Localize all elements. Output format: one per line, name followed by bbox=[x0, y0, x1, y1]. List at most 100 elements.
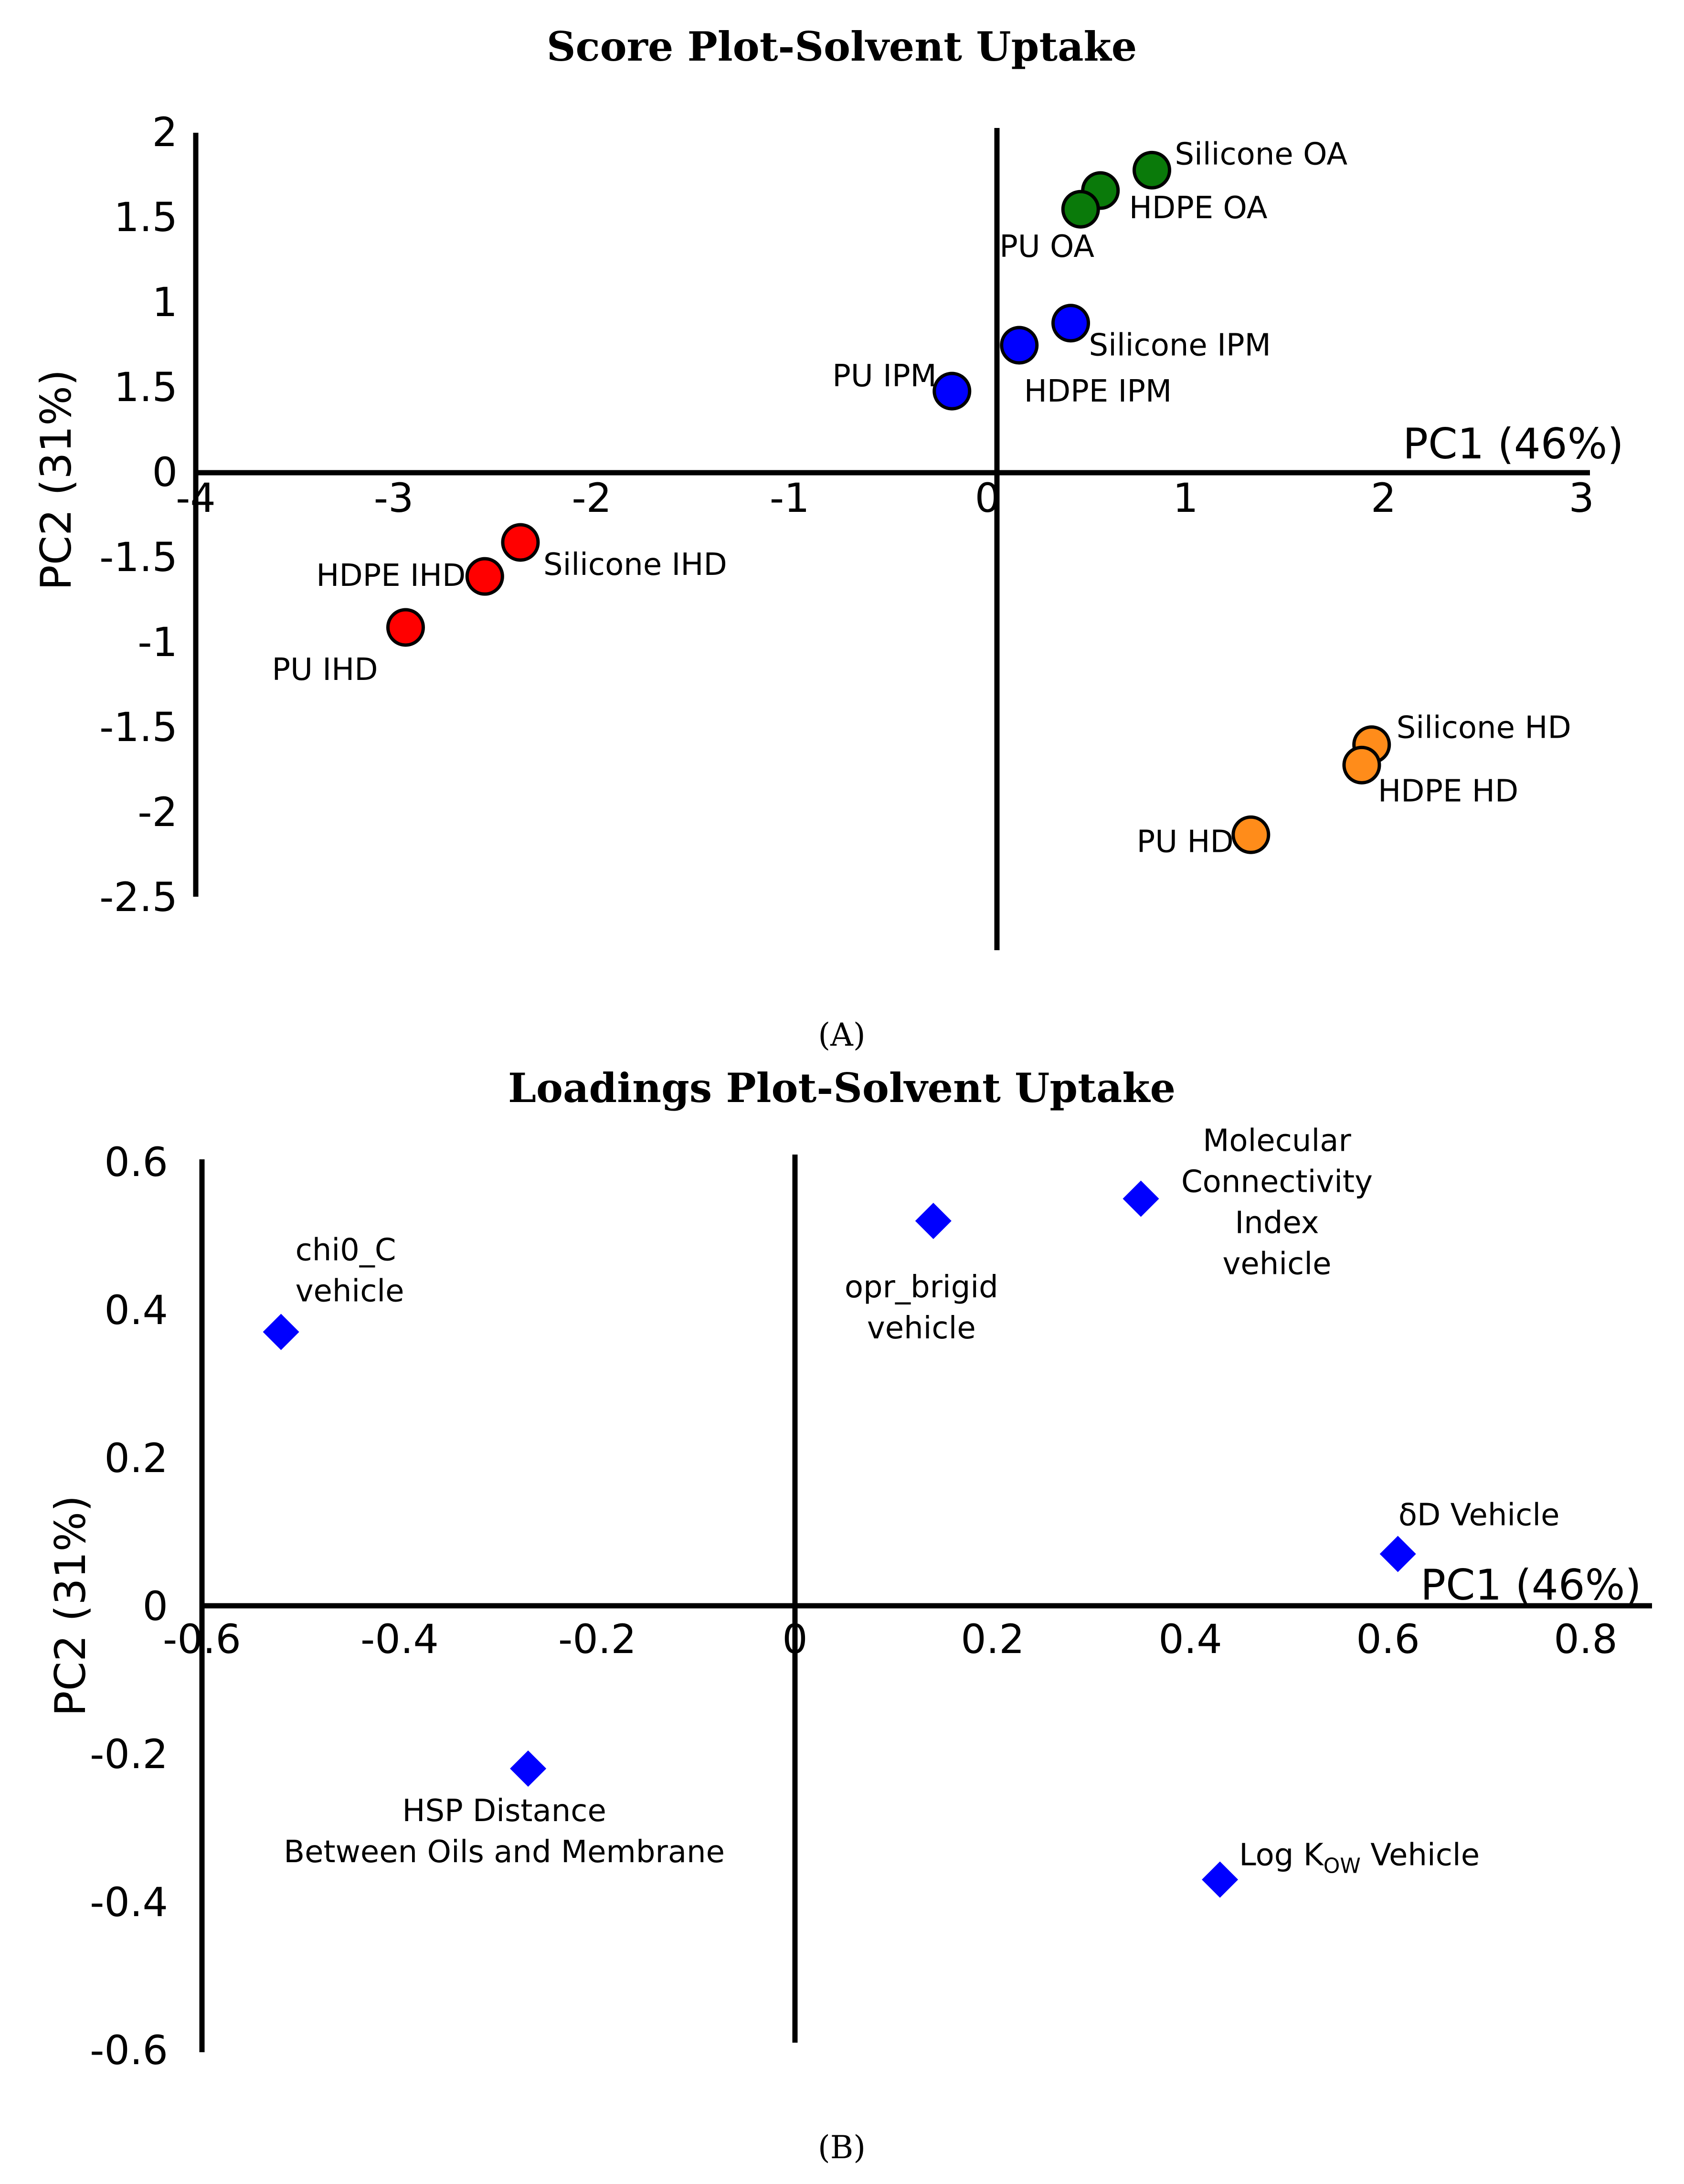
score-plot-title: Score Plot-Solvent Uptake bbox=[547, 23, 1137, 70]
loading-chi0-c-vehicle bbox=[263, 1314, 299, 1350]
loadings-y-axis-label: PC2 (31%) bbox=[46, 1495, 95, 1717]
loadings-y-tick-3: 0 bbox=[143, 1583, 168, 1630]
score-x-axis-label: PC1 (46%) bbox=[1403, 419, 1624, 468]
loadings-x-tick-1: -0.4 bbox=[360, 1616, 439, 1663]
loadings-x-tick-6: 0.6 bbox=[1356, 1616, 1420, 1663]
loading-label-log-k-ow-vehicle: Log KOW Vehicle bbox=[1239, 1838, 1480, 1878]
label-silicone-ipm: Silicone IPM bbox=[1089, 328, 1271, 363]
score-y-ticks: 2 1.5 1 1.5 0 -1.5 -1 -1.5 -2 -2.5 bbox=[99, 109, 178, 921]
loadings-y-ticks: 0.6 0.4 0.2 0 -0.2 -0.4 -0.6 bbox=[90, 1139, 168, 2074]
loading-opr-brigid-vehicle bbox=[915, 1203, 952, 1239]
loading-label-molecular-connectivity-index-vehicle: Molecular Connectivity Index vehicle bbox=[1181, 1124, 1373, 1282]
loading-label-line-3: vehicle bbox=[1223, 1247, 1332, 1282]
loadings-y-tick-4: -0.2 bbox=[90, 1731, 168, 1778]
score-x-tick-3: -1 bbox=[770, 475, 810, 521]
loading-label-line-0: δD Vehicle bbox=[1398, 1498, 1560, 1533]
loadings-y-tick-1: 0.4 bbox=[104, 1287, 168, 1334]
loadings-x-tick-5: 0.4 bbox=[1158, 1616, 1222, 1663]
score-x-tick-6: 2 bbox=[1371, 475, 1396, 521]
score-points bbox=[386, 150, 1391, 854]
loading-label-line-0: HSP Distance bbox=[402, 1793, 606, 1829]
loading-label-line-1: Connectivity bbox=[1181, 1165, 1373, 1200]
loading-label-line-1: vehicle bbox=[296, 1274, 404, 1309]
label-silicone-ihd: Silicone IHD bbox=[543, 547, 727, 583]
panel-b-caption: (B) bbox=[818, 2129, 866, 2166]
score-y-tick-4: 0 bbox=[152, 449, 178, 496]
loadings-x-tick-3: 0 bbox=[782, 1616, 807, 1663]
loadings-x-tick-7: 0.8 bbox=[1554, 1616, 1618, 1663]
loadings-points bbox=[263, 1180, 1416, 1898]
point-hdpe-hd bbox=[1342, 745, 1381, 785]
score-y-tick-8: -2 bbox=[138, 789, 178, 836]
panel-a-letter: A bbox=[830, 1017, 854, 1053]
point-pu-ihd bbox=[386, 608, 425, 647]
loadings-y-tick-5: -0.4 bbox=[90, 1879, 168, 1926]
label-pu-hd: PU HD bbox=[1137, 824, 1234, 859]
loading-label-line-1: Between Oils and Membrane bbox=[284, 1834, 725, 1870]
loading-label-line-0: chi0_C bbox=[296, 1233, 396, 1268]
score-y-tick-3: 1.5 bbox=[114, 364, 178, 411]
loadings-plot: Loadings Plot-Solvent Uptake -0.6 -0.4 -0.… bbox=[46, 1064, 1652, 2074]
label-hdpe-ihd: HDPE IHD bbox=[316, 558, 466, 594]
loadings-y-tick-2: 0.2 bbox=[104, 1435, 168, 1482]
loadings-x-axis-label: PC1 (46%) bbox=[1420, 1560, 1642, 1610]
loading-hsp-distance-between-oils-and-membrane bbox=[510, 1750, 547, 1787]
score-y-tick-1: 1.5 bbox=[114, 194, 178, 241]
point-silicone-ipm bbox=[1051, 304, 1091, 343]
score-x-tick-7: 3 bbox=[1568, 475, 1594, 521]
label-silicone-hd: Silicone HD bbox=[1397, 710, 1571, 746]
score-y-tick-6: -1 bbox=[138, 619, 178, 666]
loading-label-d-vehicle: δD Vehicle bbox=[1398, 1498, 1560, 1533]
score-x-tick-2: -2 bbox=[572, 475, 612, 521]
score-y-tick-9: -2.5 bbox=[99, 874, 178, 921]
loadings-x-ticks: -0.6 -0.4 -0.2 0 0.2 0.4 0.6 0.8 bbox=[163, 1616, 1618, 1663]
panel-a-caption: (A) bbox=[818, 1017, 865, 1053]
score-y-tick-5: -1.5 bbox=[99, 534, 178, 581]
loading-d-vehicle bbox=[1379, 1536, 1416, 1572]
score-point-labels: Silicone OA HDPE OA PU OA Silicone IPM HDPE … bbox=[272, 137, 1571, 859]
loading-label-part-0: Log K bbox=[1239, 1838, 1324, 1873]
score-y-tick-7: -1.5 bbox=[99, 704, 178, 751]
point-silicone-ihd bbox=[501, 523, 540, 562]
point-pu-oa bbox=[1061, 190, 1100, 229]
loadings-x-tick-4: 0.2 bbox=[961, 1616, 1025, 1663]
score-x-tick-4: 0 bbox=[975, 475, 1000, 521]
label-pu-ihd: PU IHD bbox=[272, 652, 378, 688]
loadings-x-tick-0: -0.6 bbox=[163, 1616, 241, 1663]
loading-label-line-2: Index bbox=[1235, 1206, 1319, 1241]
loading-label-hsp-distance-between-oils-and-membrane: HSP Distance Between Oils and Membrane bbox=[284, 1793, 725, 1870]
score-x-tick-5: 1 bbox=[1173, 475, 1198, 521]
point-silicone-oa bbox=[1133, 150, 1172, 190]
loadings-plot-title: Loadings Plot-Solvent Uptake bbox=[508, 1064, 1176, 1112]
loading-label-line-1: vehicle bbox=[867, 1311, 976, 1346]
point-pu-ipm bbox=[932, 371, 972, 411]
loading-label-line-0: opr_brigid bbox=[845, 1270, 998, 1305]
label-hdpe-oa: HDPE OA bbox=[1129, 191, 1268, 226]
label-hdpe-ipm: HDPE IPM bbox=[1024, 374, 1172, 409]
label-pu-oa: PU OA bbox=[999, 229, 1094, 265]
loading-label-part-2: Vehicle bbox=[1361, 1838, 1480, 1873]
score-y-tick-0: 2 bbox=[152, 109, 178, 156]
point-pu-hd bbox=[1231, 815, 1271, 854]
score-y-tick-2: 1 bbox=[152, 279, 178, 326]
loading-label-subscript: OW bbox=[1324, 1854, 1361, 1878]
label-hdpe-hd: HDPE HD bbox=[1378, 774, 1518, 809]
loading-molecular-connectivity-index-vehicle bbox=[1123, 1180, 1159, 1217]
point-hdpe-ihd bbox=[465, 557, 504, 596]
loadings-x-tick-2: -0.2 bbox=[558, 1616, 636, 1663]
loading-label-line-0: Molecular bbox=[1203, 1124, 1351, 1159]
panel-b-letter: B bbox=[830, 2129, 854, 2166]
label-pu-ipm: PU IPM bbox=[832, 359, 936, 394]
score-x-tick-1: -3 bbox=[374, 475, 414, 521]
score-y-axis-label: PC2 (31%) bbox=[32, 370, 81, 591]
score-plot: Score Plot-Solvent Uptake -4 -3 -2 -1 0 1 2 3 2… bbox=[32, 23, 1624, 950]
loadings-y-tick-6: -0.6 bbox=[90, 2027, 168, 2074]
loading-log-k-ow-vehicle bbox=[1202, 1861, 1239, 1898]
label-silicone-oa: Silicone OA bbox=[1175, 137, 1348, 172]
point-hdpe-ipm bbox=[1000, 326, 1039, 365]
score-x-tick-0: -4 bbox=[176, 475, 216, 521]
loadings-y-tick-0: 0.6 bbox=[104, 1139, 168, 1186]
